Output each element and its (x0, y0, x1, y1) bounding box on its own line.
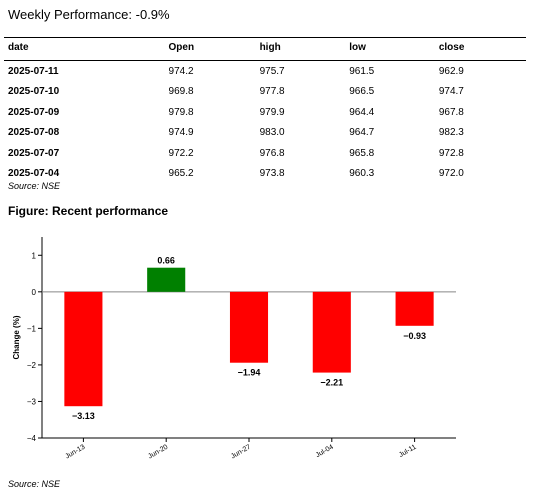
open-cell: 972.2 (168, 147, 194, 159)
table-row: 2025-07-11 974.2 975.7 961.5 962.9 (4, 61, 526, 82)
column-header-date: date (4, 37, 165, 61)
weekly-performance-headline: Weekly Performance: -0.9% (8, 7, 170, 22)
low-cell: 964.7 (349, 127, 375, 139)
column-header-open: Open (164, 37, 256, 61)
column-header-low: low (345, 37, 435, 61)
performance-bar-chart: 1 0 −1 −2 −3 −4 Change (%) −3.13 0.66 −1.94 −2.21 −… (12, 237, 456, 461)
open-cell: 974.2 (168, 65, 194, 77)
close-cell: 974.7 (438, 86, 464, 98)
y-tick-label: −4 (27, 434, 37, 443)
bar-value-label: 0.66 (157, 256, 175, 266)
x-tick-label: Jun-20 (147, 444, 169, 461)
low-cell: 965.8 (349, 147, 375, 159)
bar-value-label: −0.93 (403, 331, 426, 341)
figure-title: Figure: Recent performance (8, 204, 169, 218)
chart-source-note: Source: NSE (8, 479, 61, 489)
bar (147, 267, 186, 292)
column-header-close: close (434, 37, 526, 61)
low-cell: 961.5 (349, 65, 375, 77)
date-cell: 2025-07-09 (8, 106, 60, 118)
bar (312, 291, 351, 373)
low-cell: 966.5 (349, 86, 375, 98)
date-cell: 2025-07-07 (8, 147, 60, 159)
bar-value-label: −3.13 (72, 411, 95, 421)
high-cell: 983.0 (259, 127, 285, 139)
y-tick-label: −1 (27, 324, 37, 333)
table-row: 2025-07-07 972.2 976.8 965.8 972.8 (4, 143, 526, 164)
table-row: 2025-07-04 965.2 973.8 960.3 972.0 (4, 164, 526, 185)
high-cell: 979.9 (259, 106, 285, 118)
table-row: 2025-07-09 979.8 979.9 964.4 967.8 (4, 102, 526, 123)
table-source-note: Source: NSE (8, 181, 61, 191)
date-cell: 2025-07-11 (8, 65, 59, 77)
high-cell: 975.7 (259, 65, 285, 77)
close-cell: 972.8 (438, 147, 464, 159)
open-cell: 979.8 (168, 106, 194, 118)
y-tick-label: −2 (27, 361, 37, 370)
bar (64, 291, 103, 407)
table-row: 2025-07-10 969.8 977.8 966.5 974.7 (4, 82, 526, 103)
y-tick-label: 1 (32, 251, 37, 260)
date-cell: 2025-07-08 (8, 127, 60, 139)
x-tick-label: Jul-11 (398, 444, 418, 459)
price-table: date Open high low close 2025-07-11 974.… (4, 37, 526, 184)
x-tick-label: Jun-13 (64, 444, 86, 461)
bar-value-label: −2.21 (320, 378, 343, 388)
bar (395, 291, 434, 326)
y-axis-label: Change (%) (12, 315, 21, 359)
table-header-row: date Open high low close (4, 37, 526, 61)
y-tick-label: −3 (27, 397, 37, 406)
close-cell: 982.3 (438, 127, 464, 139)
close-cell: 967.8 (438, 106, 464, 118)
bar-value-label: −1.94 (238, 368, 261, 378)
date-cell: 2025-07-10 (8, 86, 60, 98)
close-cell: 962.9 (438, 65, 464, 77)
close-cell: 972.0 (438, 168, 464, 180)
high-cell: 973.8 (259, 168, 285, 180)
open-cell: 974.9 (168, 127, 194, 139)
open-cell: 965.2 (168, 168, 194, 180)
high-cell: 976.8 (259, 147, 285, 159)
open-cell: 969.8 (168, 86, 194, 98)
table-row: 2025-07-08 974.9 983.0 964.7 982.3 (4, 123, 526, 144)
x-tick-label: Jul-04 (315, 444, 335, 460)
low-cell: 964.4 (349, 106, 375, 118)
column-header-high: high (255, 37, 346, 61)
x-tick-label: Jun-27 (230, 444, 252, 461)
y-tick-label: 0 (32, 288, 37, 297)
bar (229, 291, 269, 363)
low-cell: 960.3 (349, 168, 375, 180)
date-cell: 2025-07-04 (8, 168, 60, 180)
high-cell: 977.8 (259, 86, 285, 98)
